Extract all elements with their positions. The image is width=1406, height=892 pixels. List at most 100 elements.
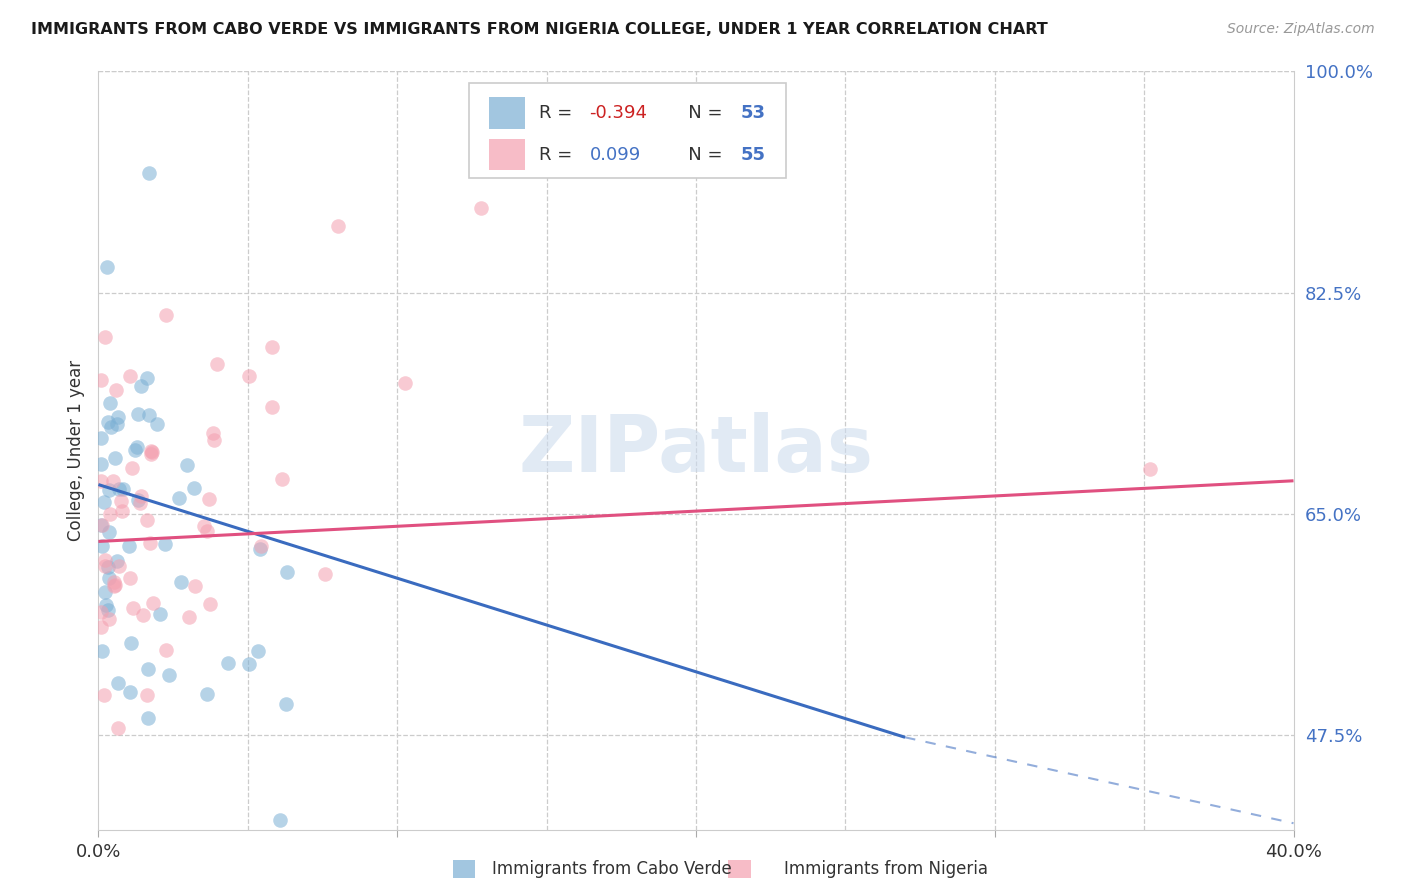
Point: [314, 566, 336, 581]
Point: [91, 539, 114, 553]
Point: [111, 482, 134, 496]
Point: [100, 395, 122, 409]
Point: [90, 605, 112, 619]
Text: N =: N =: [671, 103, 728, 121]
FancyBboxPatch shape: [470, 83, 786, 178]
Point: [90, 643, 112, 657]
Point: [138, 166, 160, 180]
Point: [128, 496, 150, 510]
Y-axis label: College, Under 1 year: College, Under 1 year: [66, 359, 84, 541]
Point: [202, 433, 225, 447]
Point: [276, 697, 298, 711]
Point: [328, 219, 350, 234]
Text: ZIPatlas: ZIPatlas: [519, 412, 873, 489]
Point: [269, 813, 291, 827]
Point: [110, 493, 132, 508]
Point: [90, 431, 112, 445]
Point: [96, 260, 118, 275]
Point: [167, 491, 190, 505]
Point: [153, 537, 176, 551]
Point: [121, 461, 143, 475]
Point: [1139, 462, 1161, 476]
Point: [247, 644, 270, 658]
Point: [136, 711, 159, 725]
Point: [105, 383, 128, 397]
Point: [262, 400, 284, 414]
Point: [129, 489, 152, 503]
Text: R =: R =: [540, 145, 583, 163]
Point: [94, 585, 117, 599]
Text: 55: 55: [740, 145, 765, 163]
Point: [94, 330, 117, 344]
Point: [195, 524, 218, 538]
Point: [249, 541, 271, 556]
Text: 0.099: 0.099: [589, 145, 641, 163]
Point: [202, 425, 225, 440]
Point: [90, 518, 112, 533]
Point: [90, 474, 112, 488]
Point: [111, 504, 134, 518]
Point: [107, 721, 129, 735]
Point: [238, 657, 260, 672]
Point: [177, 609, 200, 624]
Point: [157, 667, 180, 681]
Point: [470, 201, 492, 215]
Point: [149, 607, 172, 622]
Point: [96, 599, 118, 613]
Point: [136, 513, 159, 527]
Point: [90, 458, 112, 472]
Text: -0.394: -0.394: [589, 103, 648, 121]
Point: [107, 410, 129, 425]
Point: [138, 408, 160, 422]
Point: [98, 524, 121, 539]
Point: [118, 368, 141, 383]
Point: [127, 440, 149, 454]
Point: [107, 676, 129, 690]
Text: IMMIGRANTS FROM CABO VERDE VS IMMIGRANTS FROM NIGERIA COLLEGE, UNDER 1 YEAR CORR: IMMIGRANTS FROM CABO VERDE VS IMMIGRANTS…: [31, 22, 1047, 37]
Point: [141, 445, 163, 459]
Text: Immigrants from Cabo Verde: Immigrants from Cabo Verde: [492, 860, 731, 878]
Point: [129, 379, 152, 393]
Point: [136, 662, 159, 676]
Point: [96, 559, 118, 574]
Point: [107, 559, 129, 574]
Text: 53: 53: [740, 103, 765, 121]
Point: [136, 689, 159, 703]
Point: [141, 443, 163, 458]
Point: [276, 565, 298, 579]
Point: [394, 376, 416, 390]
Text: Immigrants from Nigeria: Immigrants from Nigeria: [783, 860, 988, 878]
Point: [94, 559, 117, 574]
Point: [96, 415, 118, 429]
Point: [103, 474, 125, 488]
Point: [98, 483, 121, 497]
Point: [197, 491, 219, 506]
Point: [93, 688, 115, 702]
Point: [271, 472, 294, 486]
Point: [107, 482, 129, 496]
Point: [120, 636, 142, 650]
Point: [93, 495, 115, 509]
Point: [97, 603, 120, 617]
Point: [124, 443, 146, 458]
Point: [127, 493, 149, 508]
Point: [155, 643, 177, 657]
Text: R =: R =: [540, 103, 578, 121]
Point: [193, 519, 215, 533]
Point: [184, 579, 207, 593]
Point: [146, 417, 169, 432]
Point: [103, 574, 125, 589]
Point: [176, 458, 198, 472]
Point: [262, 340, 284, 354]
Point: [118, 685, 141, 699]
Point: [103, 579, 125, 593]
Point: [103, 451, 125, 466]
Point: [183, 481, 205, 495]
Point: [105, 417, 128, 431]
Point: [170, 575, 193, 590]
Point: [98, 571, 121, 585]
Point: [90, 518, 112, 533]
Point: [249, 539, 271, 553]
Point: [205, 357, 228, 371]
Point: [97, 612, 120, 626]
